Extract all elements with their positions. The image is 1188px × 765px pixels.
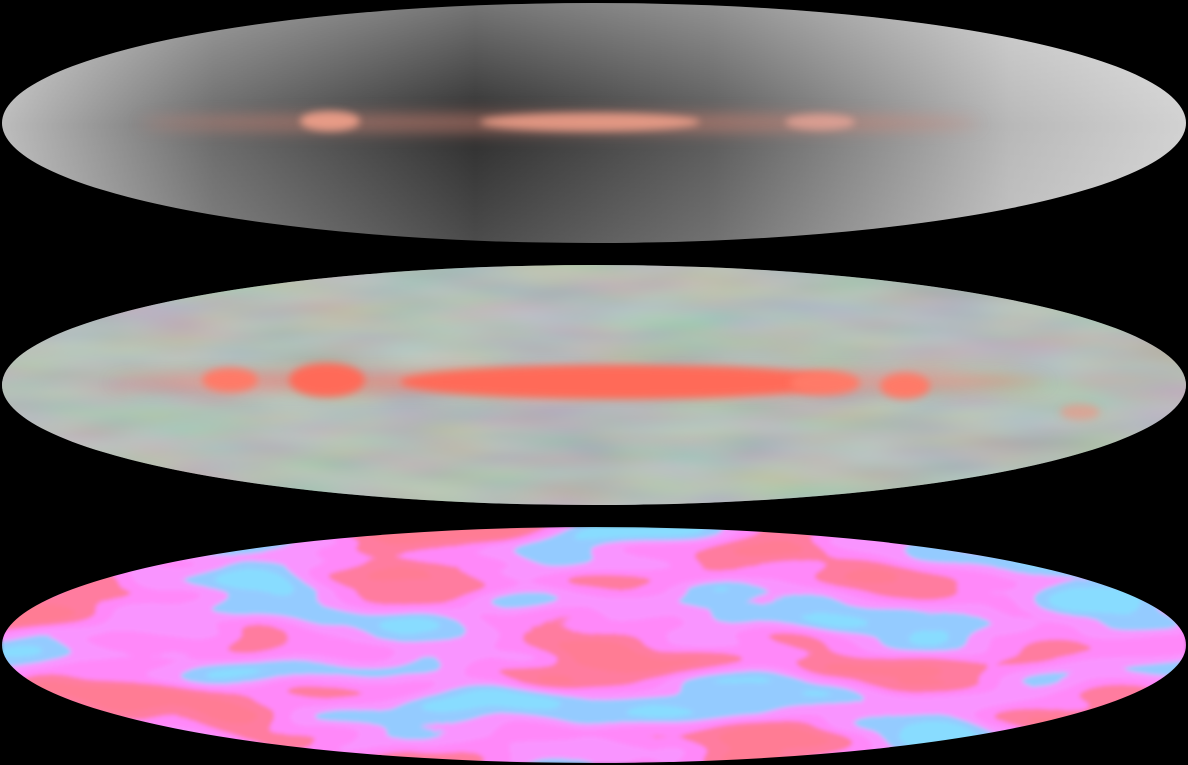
sky-map-middle: [2, 265, 1186, 505]
sky-map-top: [2, 3, 1186, 243]
sky-map-bottom: [2, 527, 1186, 763]
